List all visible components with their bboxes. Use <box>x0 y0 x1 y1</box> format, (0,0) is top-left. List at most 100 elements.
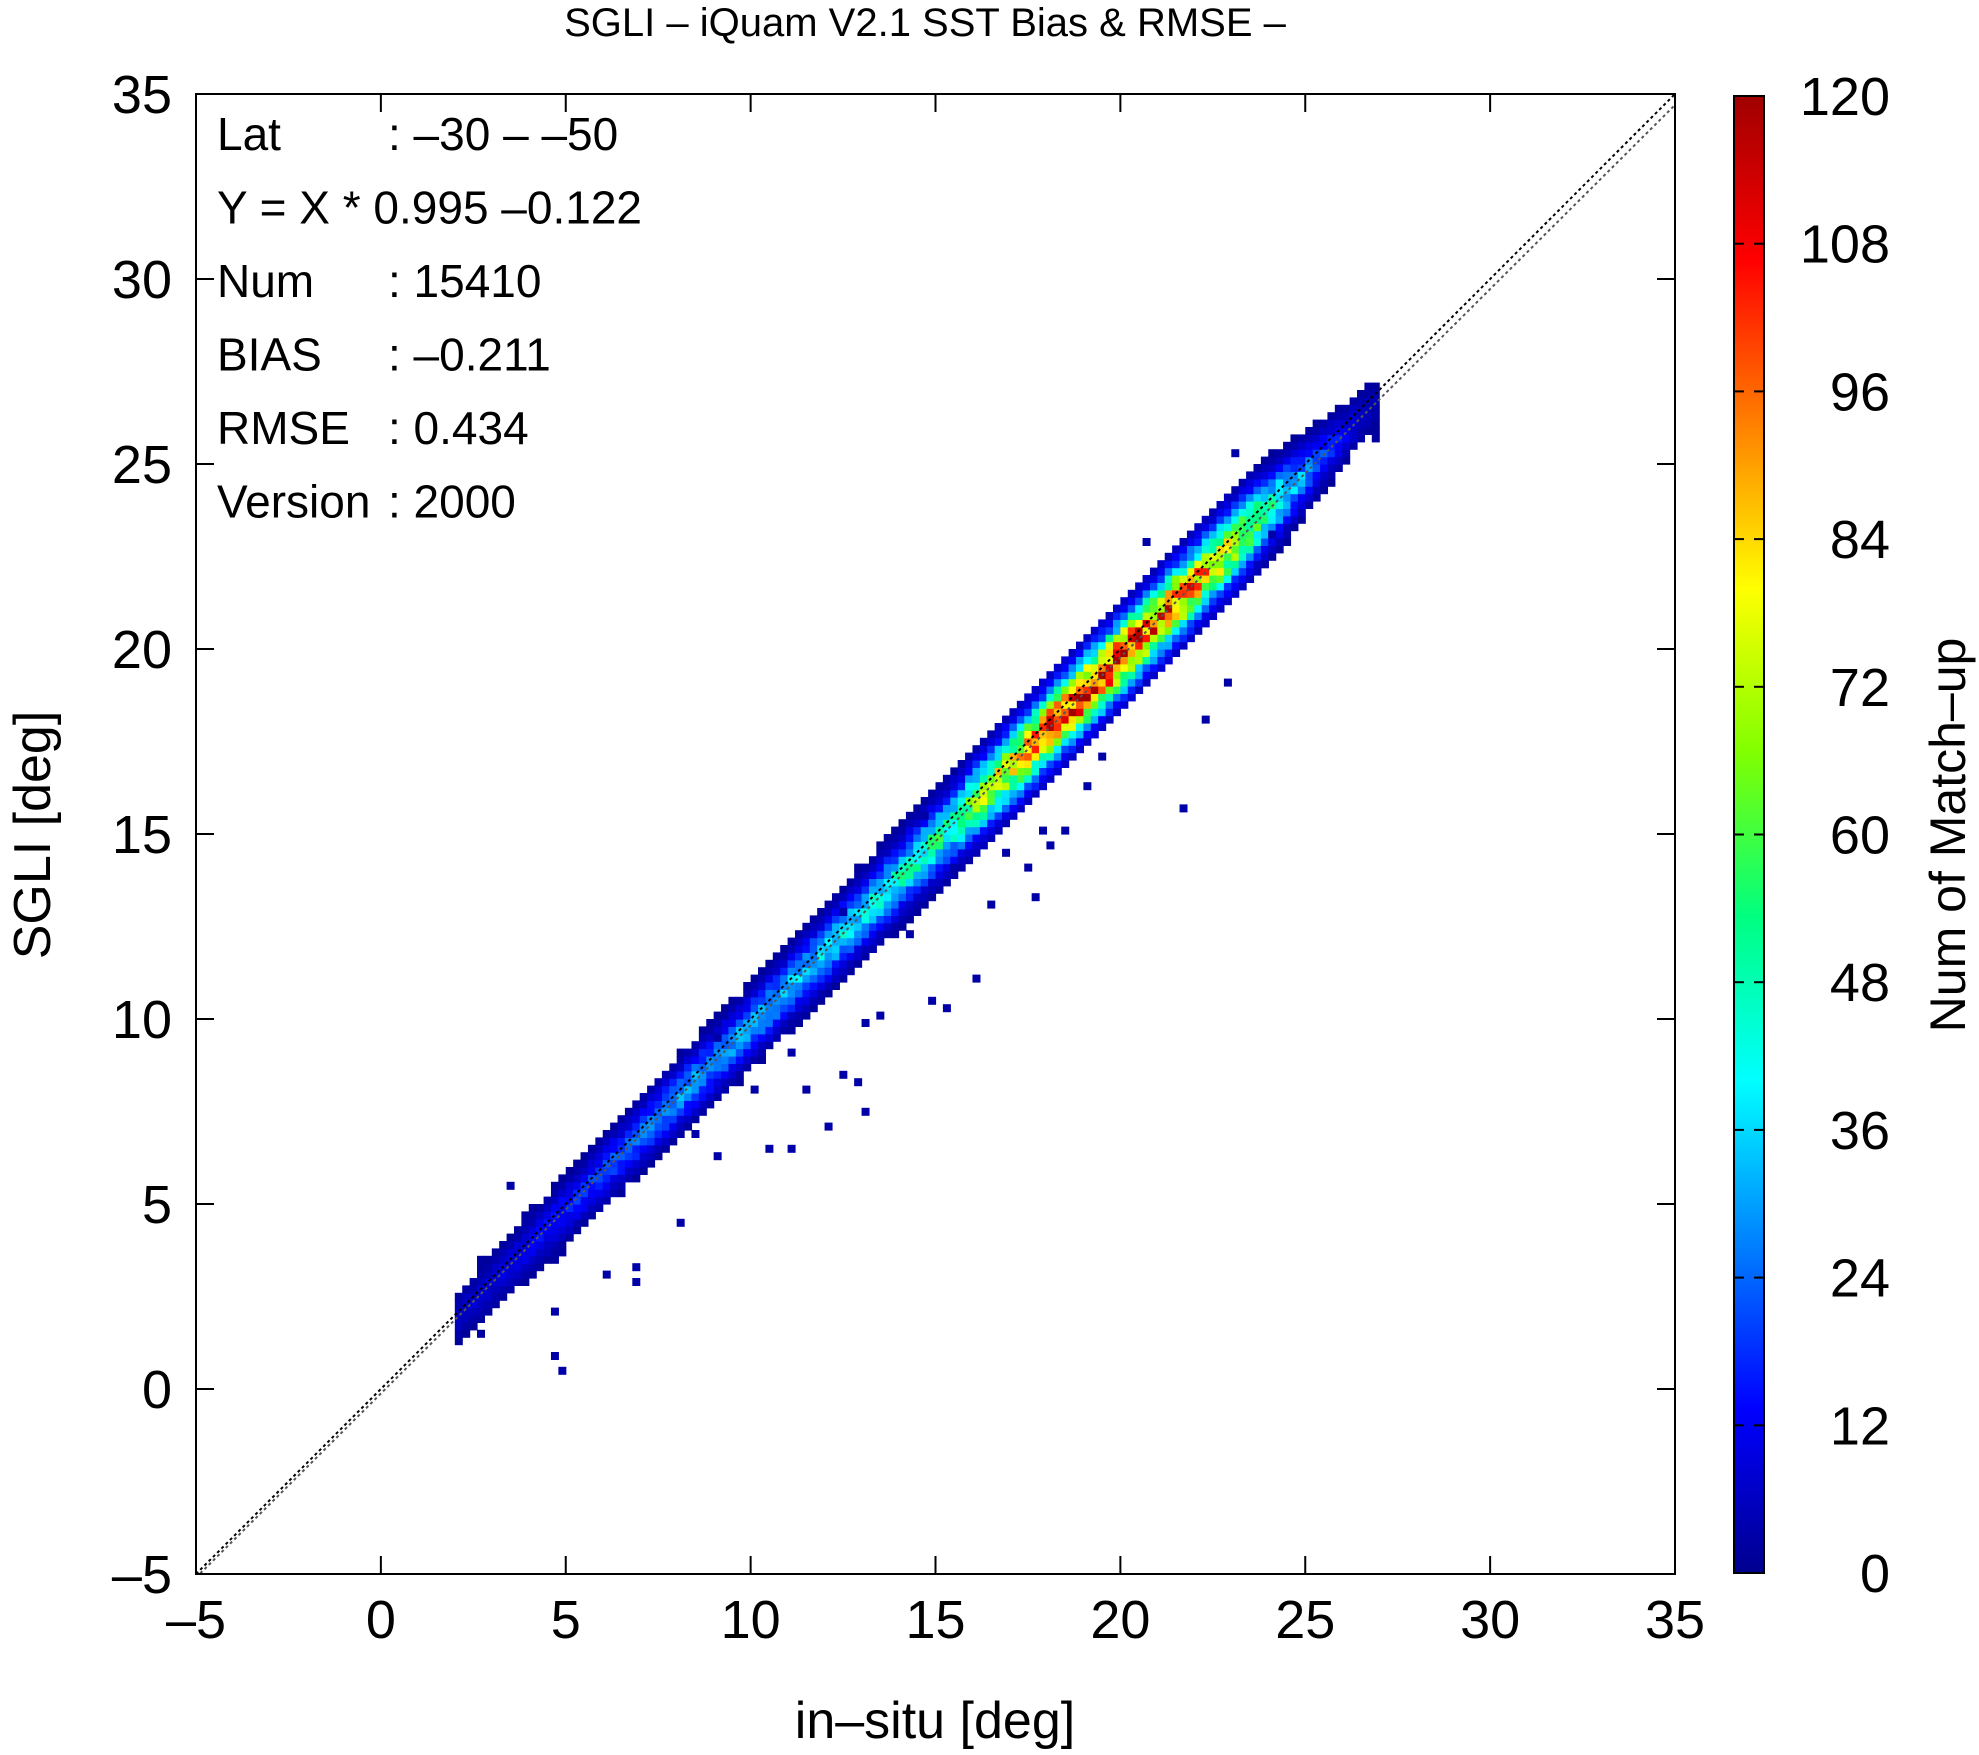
density-cell <box>528 1204 537 1212</box>
density-cell <box>994 745 1003 754</box>
density-cell <box>987 737 996 746</box>
density-cell <box>573 1181 582 1190</box>
density-cell <box>1098 641 1107 650</box>
outlier-cell <box>787 1144 796 1153</box>
density-cell <box>706 1026 715 1035</box>
density-cell <box>691 1070 700 1079</box>
density-cell <box>602 1181 611 1190</box>
density-cell <box>1327 471 1336 480</box>
density-cell <box>1009 804 1018 813</box>
density-cell <box>1216 515 1225 524</box>
density-cell <box>780 1004 789 1013</box>
density-cell <box>1149 656 1158 665</box>
density-cell <box>957 841 966 850</box>
density-cell <box>1172 552 1181 561</box>
density-cell <box>595 1152 604 1161</box>
density-cell <box>469 1300 478 1309</box>
density-cell <box>1253 471 1262 480</box>
density-cell <box>536 1204 545 1212</box>
density-cell <box>1053 760 1062 768</box>
density-cell <box>1083 730 1092 739</box>
density-cell <box>928 863 937 872</box>
density-cell <box>1135 641 1144 650</box>
density-cell <box>721 1033 730 1042</box>
density-cell <box>883 885 892 894</box>
density-cell <box>1216 560 1225 569</box>
density-cell <box>698 1056 707 1064</box>
density-cell <box>1164 575 1173 583</box>
density-cell <box>935 871 944 879</box>
density-cell <box>787 1019 796 1027</box>
density-cell <box>743 1041 752 1050</box>
density-cell <box>632 1144 641 1153</box>
density-cell <box>1039 715 1048 724</box>
density-cell <box>602 1137 611 1146</box>
density-cell <box>491 1285 500 1294</box>
density-cell <box>1297 456 1306 465</box>
density-cell <box>935 856 944 865</box>
density-cell <box>565 1218 574 1227</box>
density-cell <box>691 1093 700 1101</box>
density-cell <box>765 1011 774 1020</box>
density-cell <box>1135 634 1144 643</box>
density-cell <box>454 1300 463 1309</box>
density-cell <box>1172 604 1181 613</box>
density-cell <box>1297 449 1306 458</box>
density-cell <box>1061 737 1070 746</box>
density-cell <box>1371 404 1380 413</box>
density-cell <box>1334 441 1343 450</box>
density-cell <box>1268 523 1277 532</box>
density-cell <box>1172 626 1181 635</box>
density-cell <box>462 1285 471 1294</box>
density-cell <box>477 1300 485 1309</box>
density-cell <box>1046 737 1055 746</box>
density-cell <box>1142 597 1151 606</box>
density-cell <box>854 871 863 879</box>
density-cell <box>772 1033 781 1042</box>
density-cell <box>972 841 981 850</box>
density-cell <box>898 900 907 909</box>
density-cell <box>787 1011 796 1020</box>
density-cell <box>558 1181 567 1190</box>
colorbar-tick-label: 60 <box>1830 806 1890 866</box>
density-cell <box>1098 678 1107 687</box>
density-cell <box>861 937 870 946</box>
density-cell <box>1283 449 1292 458</box>
density-cell <box>905 848 914 857</box>
density-cell <box>1061 730 1070 739</box>
density-cell <box>743 1033 752 1042</box>
density-cell <box>809 974 818 983</box>
density-cell <box>1157 663 1166 672</box>
outlier-cell <box>691 1130 700 1138</box>
density-cell <box>1053 663 1062 672</box>
density-cell <box>750 1048 759 1057</box>
density-cell <box>1371 412 1380 421</box>
density-cell <box>920 841 929 850</box>
density-cell <box>573 1204 582 1212</box>
density-cell <box>1172 567 1181 576</box>
density-cell <box>1068 678 1077 687</box>
density-cell <box>1275 545 1284 554</box>
density-cell <box>876 937 885 946</box>
density-cell <box>477 1329 485 1338</box>
colorbar-tick-label: 120 <box>1800 67 1890 127</box>
density-cell <box>846 878 855 887</box>
density-cell <box>1112 656 1121 665</box>
density-cell <box>1076 737 1084 746</box>
density-cell <box>1194 626 1203 635</box>
density-cell <box>1076 700 1084 709</box>
density-cell <box>750 1026 759 1035</box>
density-cell <box>580 1218 589 1227</box>
density-cell <box>1164 612 1173 620</box>
density-cell <box>928 804 937 813</box>
density-cell <box>935 863 944 872</box>
outlier-cell <box>905 930 914 939</box>
density-cell <box>905 885 914 894</box>
density-cell <box>1268 478 1277 487</box>
density-cell <box>1002 760 1011 768</box>
density-cell <box>898 878 907 887</box>
density-cell <box>721 1026 730 1035</box>
density-cell <box>654 1093 663 1101</box>
density-cell <box>891 930 900 939</box>
